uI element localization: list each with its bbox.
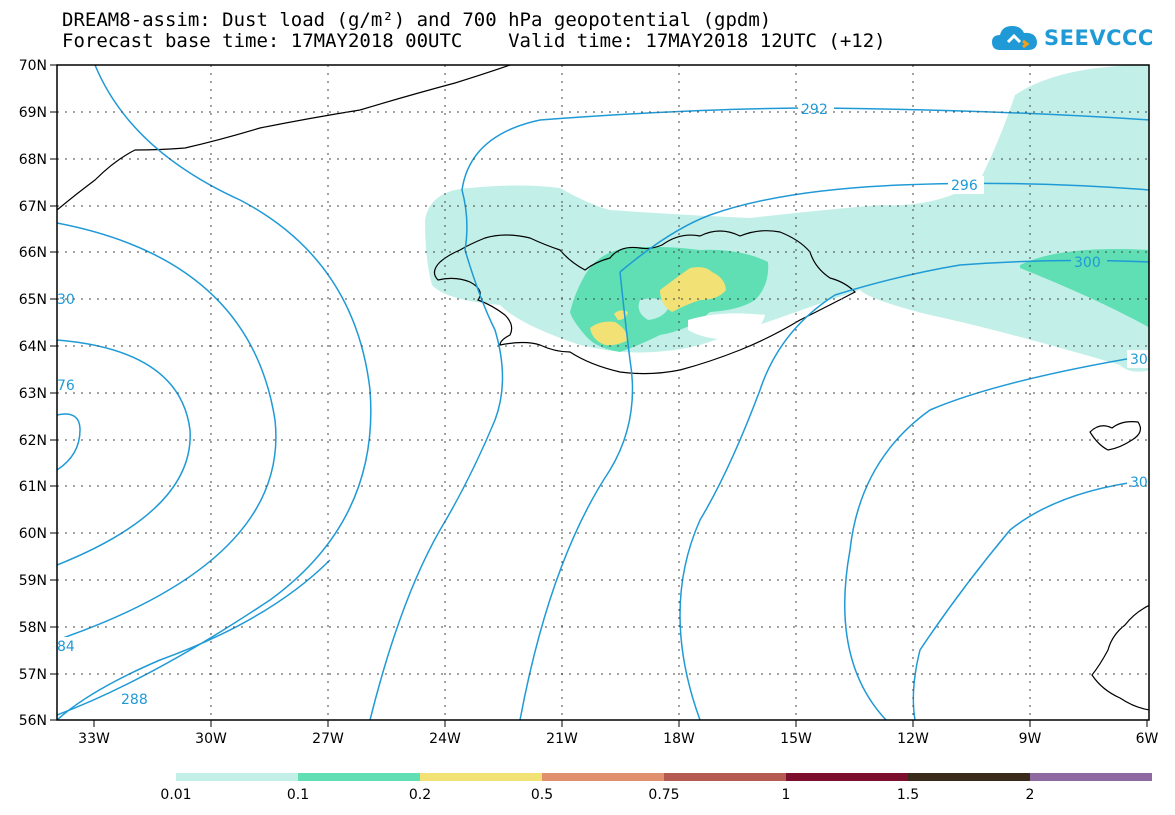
logo-text: SEEVCCC <box>1044 26 1154 50</box>
label-bg <box>798 100 834 118</box>
lat-label: 57N <box>19 667 47 683</box>
lat-label: 64N <box>19 339 47 355</box>
lat-label: 68N <box>19 152 47 168</box>
lon-label: 24W <box>429 731 461 747</box>
cloud-icon <box>992 26 1037 50</box>
contour-304 <box>844 354 1149 720</box>
contour-label-296: 296 <box>951 178 978 194</box>
contour-300-south <box>679 294 836 720</box>
lat-label: 65N <box>19 292 47 308</box>
dust-0.1-region <box>1020 249 1149 328</box>
contour-288-west <box>57 559 331 720</box>
greenland-coastline <box>57 65 511 211</box>
label-bg <box>1127 473 1149 491</box>
colorbar-label: 0.2 <box>408 787 432 803</box>
colorbar-label: 0.5 <box>530 787 554 803</box>
dust-clear-patch <box>638 298 670 320</box>
lon-label: 33W <box>78 731 110 747</box>
lat-label: 61N <box>19 479 47 495</box>
lon-label: 6W <box>1136 731 1159 747</box>
lon-label: 15W <box>780 731 812 747</box>
lat-label: 63N <box>19 386 47 402</box>
colorbar-swatch <box>1030 773 1152 781</box>
contour-label-288: 288 <box>121 692 148 708</box>
colorbar-swatch <box>908 773 1030 781</box>
contour-296-south <box>519 271 634 720</box>
dust-clear-patch-2 <box>688 313 765 340</box>
lon-label: 18W <box>663 731 695 747</box>
lat-label: 58N <box>19 620 47 636</box>
contour-label-300: 300 <box>1074 255 1101 271</box>
label-bg <box>1127 350 1149 368</box>
label-bg <box>57 376 77 394</box>
label-bg <box>1071 253 1107 271</box>
colorbar-label: 0.75 <box>648 787 680 803</box>
longitude-labels: 33W 30W 27W 24W 21W 18W 15W 12W 9W 6W <box>78 731 1158 747</box>
contour-label-276: 76 <box>57 378 75 394</box>
faroe-coastline <box>1089 421 1142 451</box>
contour-288 <box>369 249 504 720</box>
contour-308 <box>912 479 1149 720</box>
colorbar-swatch <box>664 773 786 781</box>
graticule <box>57 65 1149 720</box>
lat-label: 66N <box>19 245 47 261</box>
scotland-coastline <box>1091 604 1149 711</box>
colorbar-swatch <box>542 773 664 781</box>
colorbar <box>176 773 1152 781</box>
latitude-labels: 70N 69N 68N 67N 66N 65N 64N 63N 62N 61N … <box>19 58 47 729</box>
contour-276 <box>57 339 191 566</box>
contour-label-304: 30 <box>1130 352 1148 368</box>
contour-label-280: 30 <box>57 292 75 308</box>
colorbar-swatch <box>420 773 542 781</box>
lon-label: 12W <box>897 731 929 747</box>
contour-280 <box>57 222 277 641</box>
colorbar-label: 1 <box>781 787 791 803</box>
label-bg <box>57 637 77 655</box>
map-title: DREAM8-assim: Dust load (g/m²) and 700 h… <box>62 9 772 31</box>
lat-label: 59N <box>19 573 47 589</box>
contour-label-284: 84 <box>57 639 75 655</box>
contour-296 <box>619 182 1149 273</box>
lat-label: 56N <box>19 713 47 729</box>
contour-284 <box>57 65 372 716</box>
colorbar-label: 1.5 <box>896 787 920 803</box>
label-bg <box>948 176 984 194</box>
axis-ticks <box>50 64 1148 727</box>
colorbar-swatch <box>176 773 298 781</box>
lat-label: 60N <box>19 526 47 542</box>
dust-0.2-region <box>660 267 726 312</box>
lon-label: 27W <box>312 731 344 747</box>
contour-272 <box>57 413 81 471</box>
lon-label: 21W <box>546 731 578 747</box>
dust-0.2-region-2 <box>590 321 628 346</box>
map-subtitle: Forecast base time: 17MAY2018 00UTC Vali… <box>62 30 886 52</box>
lon-label: 9W <box>1019 731 1042 747</box>
colorbar-label: 0.1 <box>286 787 310 803</box>
colorbar-label: 0.01 <box>160 787 192 803</box>
colorbar-swatch <box>298 773 420 781</box>
colorbar-label: 2 <box>1025 787 1035 803</box>
lat-label: 62N <box>19 433 47 449</box>
lon-label: 30W <box>195 731 227 747</box>
lat-label: 69N <box>19 105 47 121</box>
label-bg <box>118 690 154 708</box>
lat-label: 70N <box>19 58 47 74</box>
seevccc-logo: SEEVCCC <box>990 20 1154 56</box>
contour-label-292: 292 <box>801 102 828 118</box>
colorbar-swatch <box>786 773 908 781</box>
lat-label: 67N <box>19 199 47 215</box>
contour-labels: 292 296 300 30 76 84 288 30 30 <box>57 100 1149 708</box>
contour-label-308: 30 <box>1130 475 1148 491</box>
